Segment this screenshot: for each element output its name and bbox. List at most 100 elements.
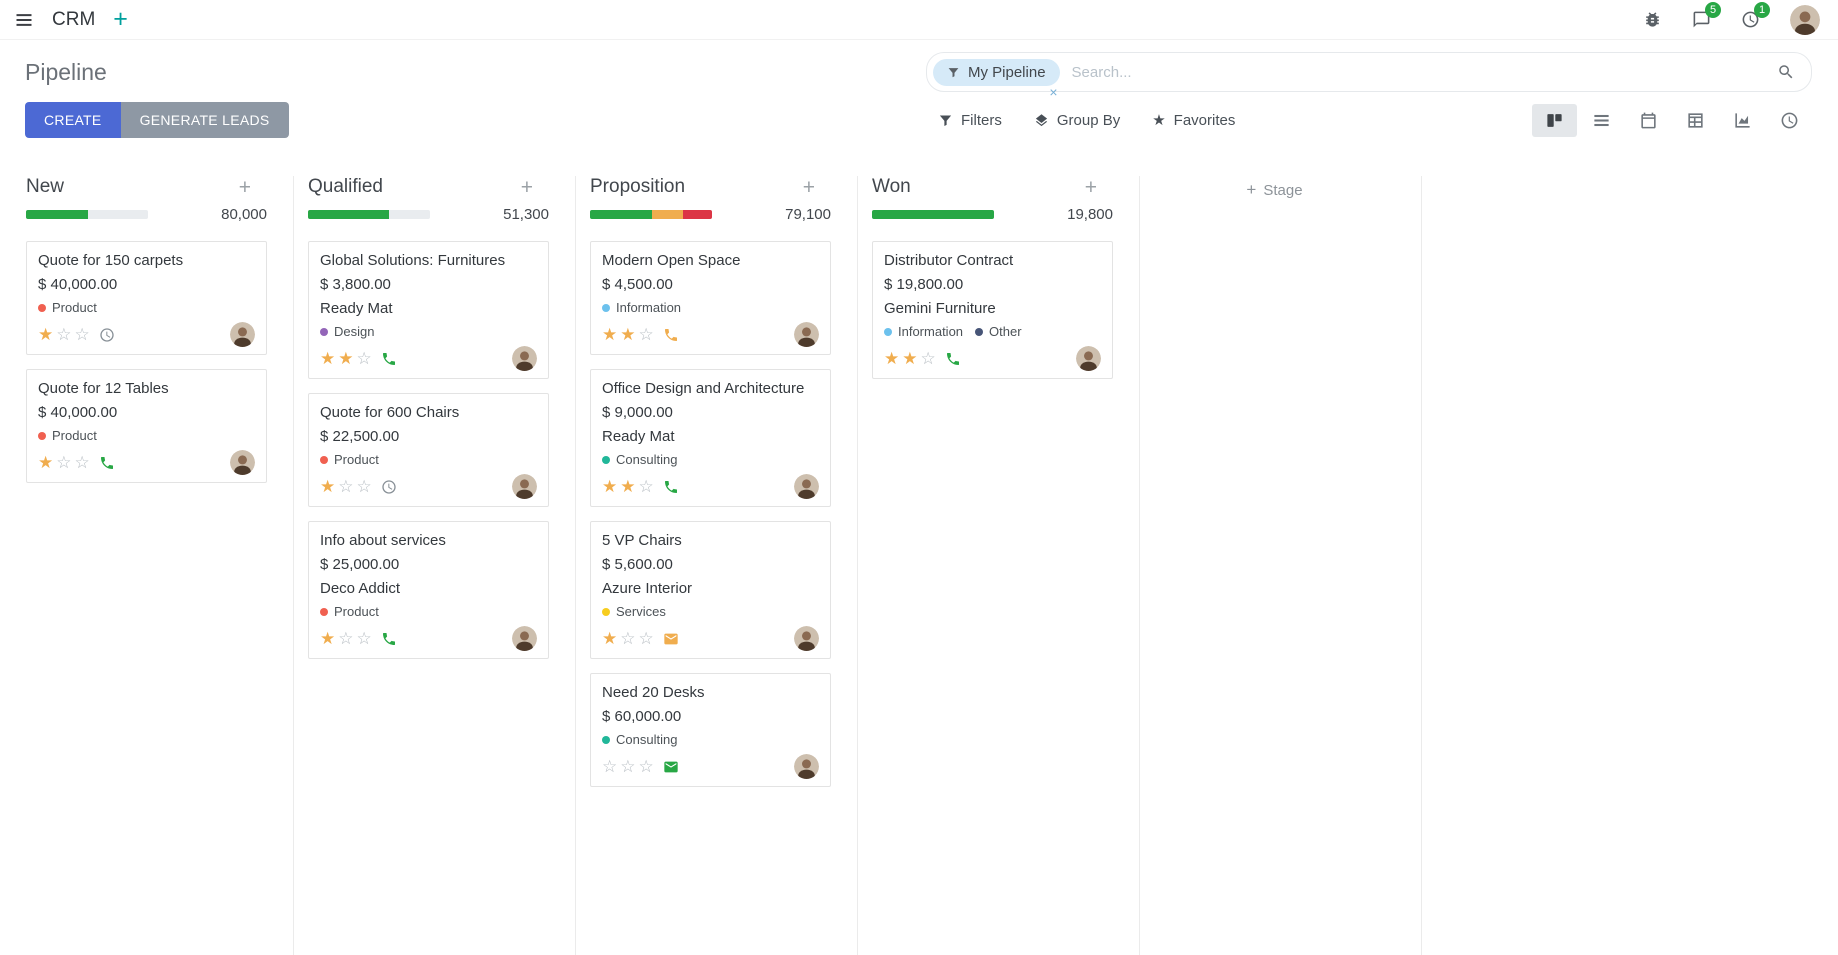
priority-star-icon[interactable]: ☆	[920, 349, 936, 368]
activity-clock-icon[interactable]: 1	[1741, 2, 1770, 29]
search-icon[interactable]	[1777, 63, 1795, 81]
envelope-icon[interactable]	[663, 759, 679, 775]
add-stage-column[interactable]: + Stage	[1140, 176, 1422, 955]
priority-star-icon[interactable]: ★	[602, 325, 618, 344]
kanban-card[interactable]: Quote for 600 Chairs $ 22,500.00 Product ★ ☆…	[308, 393, 549, 507]
activity-view-button[interactable]	[1767, 104, 1812, 137]
facet-remove-icon[interactable]: ×	[1049, 83, 1058, 100]
column-quick-add-icon[interactable]: +	[520, 175, 533, 199]
column-progressbar[interactable]	[308, 210, 430, 219]
priority-star-icon[interactable]: ★	[320, 629, 336, 648]
priority-star-icon[interactable]: ☆	[338, 629, 354, 648]
priority-star-icon[interactable]: ☆	[56, 453, 72, 472]
tag-color-dot	[320, 455, 328, 464]
kanban-card[interactable]: Need 20 Desks $ 60,000.00 Consulting ☆ ☆ ☆	[590, 673, 831, 787]
column-quick-add-icon[interactable]: +	[1084, 175, 1097, 199]
calendar-view-button[interactable]	[1626, 104, 1671, 137]
apps-menu-icon[interactable]	[14, 10, 34, 30]
priority-star-icon[interactable]: ★	[38, 325, 54, 344]
column-progressbar[interactable]	[590, 210, 712, 219]
kanban-view-button[interactable]	[1532, 103, 1577, 137]
salesperson-avatar	[794, 626, 819, 651]
search-input[interactable]	[1071, 63, 1777, 81]
card-title: Quote for 150 carpets	[38, 252, 184, 269]
card-amount: $ 9,000.00	[602, 404, 673, 421]
priority-star-icon[interactable]: ★	[602, 629, 618, 648]
priority-star-icon[interactable]: ★	[620, 325, 636, 344]
kanban-card[interactable]: Office Design and Architecture $ 9,000.00…	[590, 369, 831, 507]
priority-star-icon[interactable]: ★	[338, 349, 354, 368]
priority-star-icon[interactable]: ★	[620, 477, 636, 496]
column-quick-add-icon[interactable]: +	[238, 175, 251, 199]
kanban-card[interactable]: Quote for 12 Tables $ 40,000.00 Product ★ ☆ ☆	[26, 369, 267, 483]
priority-star-icon[interactable]: ★	[38, 453, 54, 472]
group-by-button[interactable]: Group By	[1034, 112, 1120, 129]
priority-star-icon[interactable]: ☆	[602, 757, 618, 776]
column-expected-revenue: 19,800	[1067, 206, 1113, 223]
pivot-view-button[interactable]	[1673, 104, 1718, 137]
messages-icon[interactable]: 5	[1692, 2, 1721, 29]
priority-star-icon[interactable]: ☆	[638, 325, 654, 344]
priority-star-icon[interactable]: ☆	[620, 757, 636, 776]
priority-star-icon[interactable]: ☆	[638, 477, 654, 496]
generate-leads-button[interactable]: GENERATE LEADS	[120, 102, 289, 138]
column-quick-add-icon[interactable]: +	[802, 175, 815, 199]
progress-segment	[872, 210, 994, 219]
column-title: Qualified	[308, 176, 383, 197]
phone-icon[interactable]	[381, 351, 397, 367]
kanban-view-icon	[1547, 113, 1562, 127]
priority-star-icon[interactable]: ☆	[356, 349, 372, 368]
clock-icon[interactable]	[99, 327, 115, 343]
phone-icon[interactable]	[99, 455, 115, 471]
priority-star-icon[interactable]: ☆	[56, 325, 72, 344]
priority-star-icon[interactable]: ★	[320, 477, 336, 496]
card-tag: Consulting	[602, 452, 677, 467]
priority-star-icon[interactable]: ★	[320, 349, 336, 368]
favorites-button[interactable]: ★ Favorites	[1152, 112, 1235, 129]
kanban-card[interactable]: 5 VP Chairs $ 5,600.00 Azure Interior Servi…	[590, 521, 831, 659]
priority-star-icon[interactable]: ☆	[638, 629, 654, 648]
kanban-card[interactable]: Modern Open Space $ 4,500.00 Information ★ ★…	[590, 241, 831, 355]
kanban-card[interactable]: Distributor Contract $ 19,800.00 Gemini Fu…	[872, 241, 1113, 379]
priority-star-icon[interactable]: ☆	[338, 477, 354, 496]
kanban-card[interactable]: Global Solutions: Furnitures $ 3,800.00 Re…	[308, 241, 549, 379]
priority-star-icon[interactable]: ☆	[74, 325, 90, 344]
priority-star-icon[interactable]: ☆	[74, 453, 90, 472]
priority-star-icon[interactable]: ★	[602, 477, 618, 496]
card-tag: Other	[975, 324, 1022, 339]
kanban-card[interactable]: Quote for 150 carpets $ 40,000.00 Product ★…	[26, 241, 267, 355]
envelope-icon[interactable]	[663, 631, 679, 647]
graph-view-button[interactable]	[1720, 104, 1765, 137]
column-progressbar[interactable]	[872, 210, 994, 219]
column-progressbar[interactable]	[26, 210, 148, 219]
create-button[interactable]: CREATE	[25, 102, 121, 138]
priority-star-icon[interactable]: ☆	[620, 629, 636, 648]
filters-button[interactable]: Filters	[938, 112, 1002, 129]
search-bar[interactable]: My Pipeline ×	[926, 52, 1812, 99]
phone-icon[interactable]	[945, 351, 961, 367]
bug-icon[interactable]	[1643, 10, 1662, 29]
app-name[interactable]: CRM	[52, 8, 96, 30]
list-view-button[interactable]	[1579, 104, 1624, 137]
card-tags: Information	[602, 300, 819, 315]
priority-star-icon[interactable]: ★	[902, 349, 918, 368]
priority-star-icon[interactable]: ★	[884, 349, 900, 368]
priority-star-icon[interactable]: ☆	[638, 757, 654, 776]
priority-star-icon[interactable]: ☆	[356, 629, 372, 648]
phone-icon[interactable]	[663, 479, 679, 495]
phone-icon[interactable]	[663, 327, 679, 343]
tag-color-dot	[320, 607, 328, 616]
priority-star-icon[interactable]: ☆	[356, 477, 372, 496]
user-avatar[interactable]	[1790, 4, 1820, 35]
card-tags: Product	[320, 604, 537, 619]
column-title: New	[26, 176, 65, 197]
tag-color-dot	[602, 607, 610, 616]
clock-icon[interactable]	[381, 479, 397, 495]
search-facet[interactable]: My Pipeline	[933, 58, 1060, 86]
favorites-label: Favorites	[1173, 111, 1236, 129]
filters-label: Filters	[961, 111, 1002, 129]
phone-icon[interactable]	[381, 631, 397, 647]
add-tab-icon[interactable]: +	[113, 5, 128, 33]
kanban-card[interactable]: Info about services $ 25,000.00 Deco Addic…	[308, 521, 549, 659]
column-title: Proposition	[590, 176, 686, 197]
